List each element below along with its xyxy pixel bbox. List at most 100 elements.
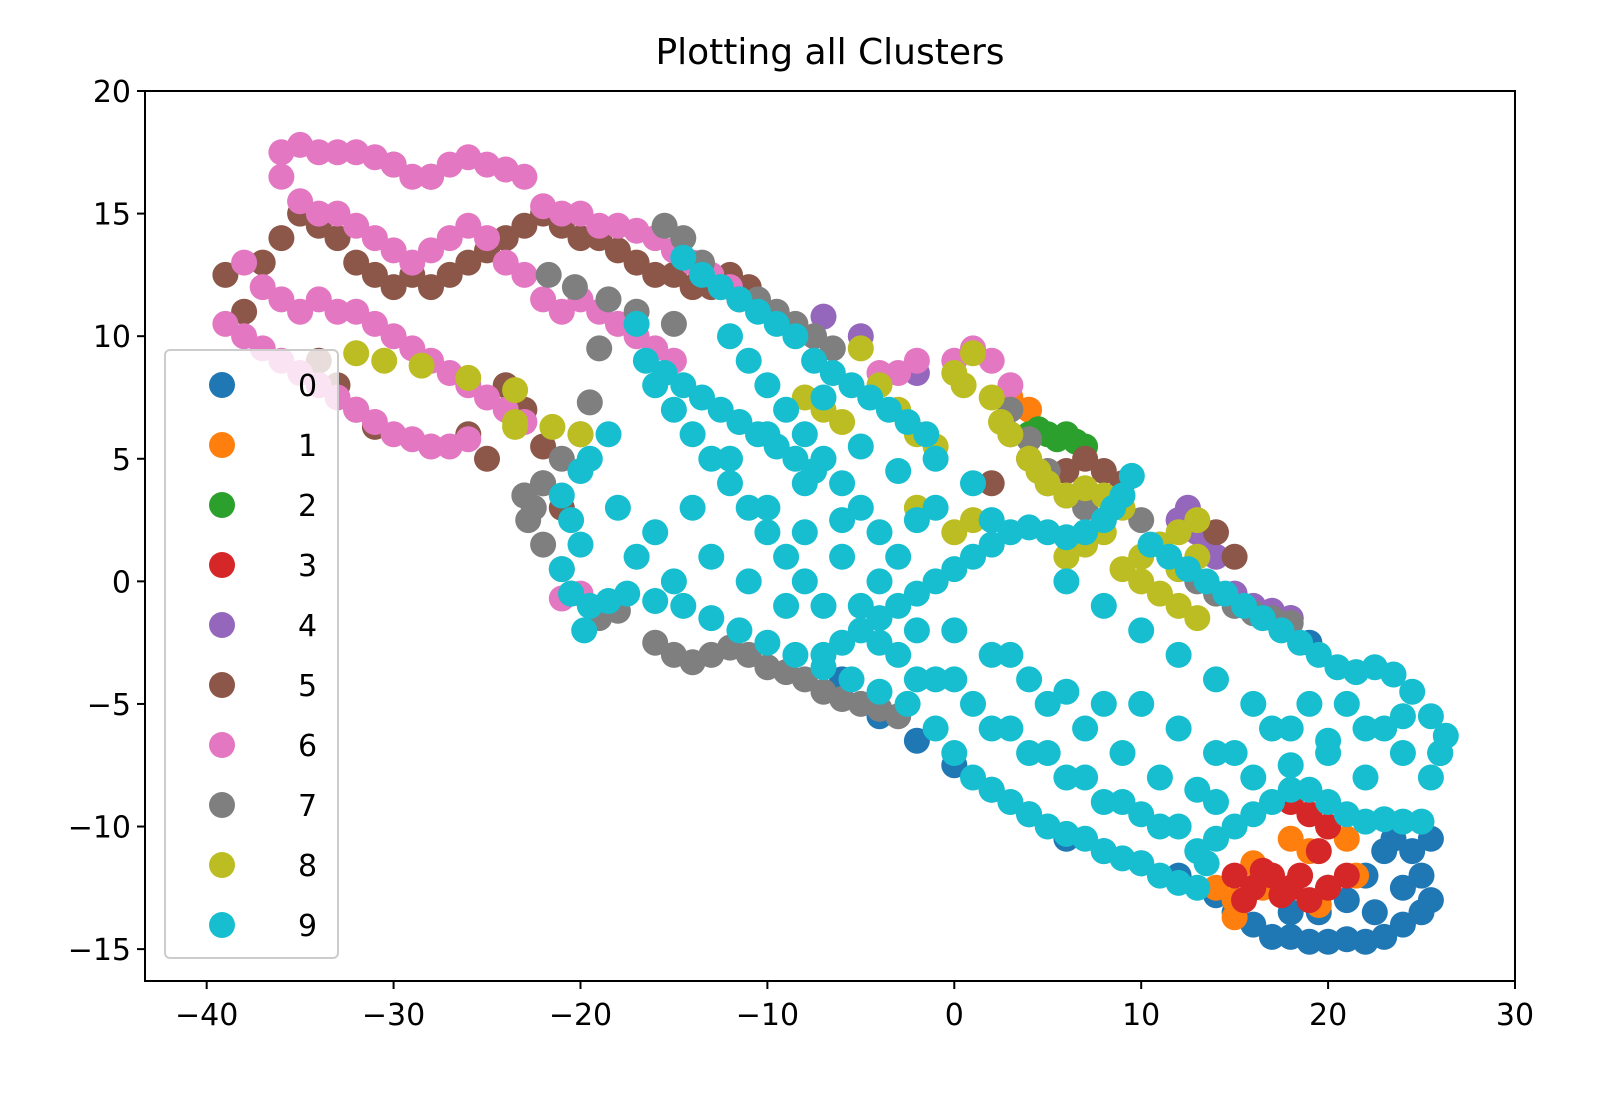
scatter-point [567, 225, 594, 252]
scatter-point [1221, 740, 1248, 766]
scatter-point [1315, 789, 1342, 815]
scatter-point [791, 519, 818, 546]
scatter-point [941, 617, 968, 644]
scatter-point [530, 470, 557, 497]
scatter-point [1268, 882, 1295, 909]
scatter-point [847, 494, 874, 521]
scatter-point [754, 519, 781, 546]
scatter-point [535, 261, 562, 288]
scatter-point [735, 347, 762, 374]
scatter-point [847, 335, 874, 362]
scatter-point [1184, 507, 1211, 534]
scatter-point [997, 519, 1024, 546]
scatter-point [212, 310, 239, 337]
scatter-point [735, 641, 762, 668]
scatter-point [418, 433, 444, 460]
scatter-point [1417, 887, 1444, 914]
scatter-point [1203, 740, 1229, 766]
scatter-point [1016, 740, 1043, 766]
scatter-point [604, 494, 631, 521]
scatter-point [1231, 887, 1257, 914]
scatter-point [474, 445, 500, 472]
y-tick-label: −10 [68, 811, 131, 846]
x-tick-label: 0 [945, 998, 964, 1033]
scatter-point [903, 727, 930, 754]
scatter-point [838, 666, 865, 693]
scatter-point [810, 384, 837, 411]
scatter-point [436, 225, 463, 252]
legend-marker [209, 792, 235, 818]
scatter-point [1221, 813, 1248, 840]
scatter-point [801, 347, 828, 374]
scatter-point [1408, 862, 1435, 889]
scatter-point [324, 139, 351, 166]
scatter-point [997, 641, 1024, 668]
y-tick-label: 5 [112, 443, 131, 478]
x-tick-label: −10 [736, 998, 799, 1033]
scatter-point [941, 556, 968, 583]
scatter-point [1053, 458, 1080, 484]
legend-marker [209, 672, 235, 698]
scatter-point [941, 519, 968, 546]
scatter-point [960, 340, 986, 367]
scatter-point [623, 543, 650, 570]
scatter-point [1249, 857, 1276, 884]
scatter-point [1231, 592, 1257, 619]
scatter-point [595, 286, 622, 313]
legend-marker [209, 852, 235, 878]
scatter-point [1268, 617, 1295, 644]
scatter-point [717, 445, 743, 472]
scatter-point [515, 507, 542, 534]
scatter-point [455, 426, 482, 453]
scatter-point [885, 543, 912, 570]
scatter-point [754, 494, 781, 521]
scatter-point [1203, 666, 1229, 693]
scatter-point [1053, 543, 1080, 570]
scatter-point [1184, 874, 1211, 901]
scatter-point [492, 225, 519, 252]
scatter-point [1053, 568, 1080, 595]
legend-label: 2 [298, 489, 317, 524]
scatter-point [978, 776, 1005, 803]
series-6 [212, 131, 1024, 612]
scatter-point [1240, 764, 1267, 791]
scatter-point [1296, 887, 1323, 914]
scatter-point [885, 592, 912, 619]
scatter-point [571, 617, 598, 644]
scatter-point [1389, 703, 1416, 730]
scatter-point [670, 225, 697, 252]
scatter-point [586, 212, 613, 239]
scatter-point [1371, 923, 1398, 950]
scatter-point [1287, 629, 1314, 656]
scatter-point [595, 421, 622, 448]
scatter-point [1277, 752, 1304, 779]
scatter-point [1277, 776, 1304, 803]
scatter-point [1109, 740, 1136, 766]
scatter-point [539, 413, 566, 440]
scatter-point [231, 298, 258, 325]
scatter-point [922, 445, 949, 472]
scatter-point [305, 286, 332, 313]
scatter-point [717, 470, 743, 497]
scatter-point [614, 580, 641, 607]
scatter-point [978, 470, 1005, 497]
scatter-point [1315, 813, 1342, 840]
scatter-point [361, 409, 388, 435]
scatter-point [698, 605, 725, 632]
scatter-point [978, 507, 1005, 534]
scatter-point [838, 372, 865, 399]
scatter-point [561, 274, 588, 301]
scatter-point [1072, 715, 1099, 742]
x-tick-label: −40 [175, 998, 238, 1033]
scatter-point [773, 543, 800, 570]
scatter-point [623, 310, 650, 337]
scatter-point [875, 396, 902, 423]
legend-marker [209, 432, 235, 458]
plot-area [212, 131, 1459, 955]
scatter-point [1389, 911, 1416, 938]
scatter-point [1296, 690, 1323, 717]
scatter-point [726, 617, 753, 644]
scatter-point [1034, 690, 1061, 717]
scatter-point [249, 249, 276, 276]
scatter-point [903, 580, 930, 607]
